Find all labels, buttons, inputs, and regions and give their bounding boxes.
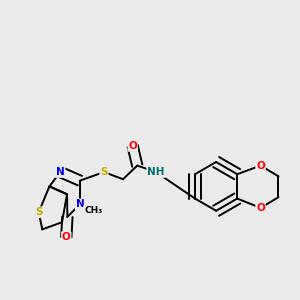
Text: O: O (62, 232, 71, 242)
Text: S: S (100, 167, 108, 177)
Text: S: S (35, 207, 43, 217)
Text: O: O (256, 203, 265, 213)
Text: O: O (256, 160, 265, 171)
Text: CH₃: CH₃ (84, 206, 102, 215)
Text: O: O (128, 141, 137, 151)
Text: NH: NH (147, 167, 165, 177)
Text: N: N (76, 199, 84, 209)
Text: N: N (56, 167, 64, 177)
